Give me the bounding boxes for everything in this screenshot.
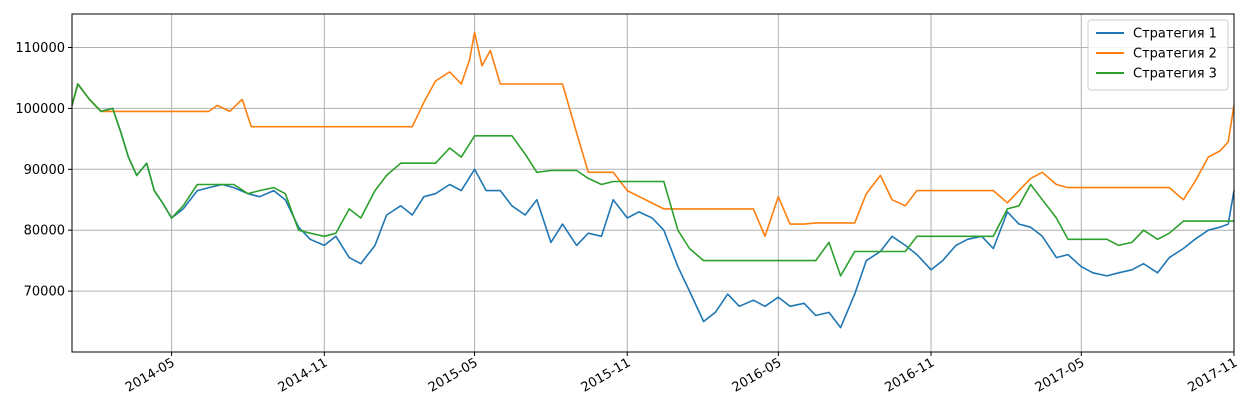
y-tick-label: 70000 xyxy=(24,285,65,300)
y-tick-label: 90000 xyxy=(24,163,65,178)
x-tick-label: 2014-11 xyxy=(276,355,331,395)
series-line-3 xyxy=(71,83,1234,277)
series-lines xyxy=(71,31,1235,329)
legend-label: Стратегия 3 xyxy=(1133,67,1217,82)
series-line-2 xyxy=(71,31,1235,238)
legend-label: Стратегия 2 xyxy=(1133,47,1217,62)
grid xyxy=(72,14,1235,352)
series-line-1 xyxy=(71,83,1235,329)
plot-frame xyxy=(71,13,1235,353)
y-tick-label: 110000 xyxy=(15,41,65,56)
y-tick-label: 80000 xyxy=(24,224,65,239)
x-tick-label: 2017-11 xyxy=(1185,355,1240,395)
legend: Стратегия 1 Стратегия 2 Стратегия 3 xyxy=(1087,19,1229,91)
x-tick-label: 2015-05 xyxy=(426,355,481,395)
x-tick-label: 2017-05 xyxy=(1033,355,1088,395)
legend-label: Стратегия 1 xyxy=(1133,27,1217,42)
x-tick-label: 2015-11 xyxy=(579,355,634,395)
x-tick-label: 2016-11 xyxy=(883,355,938,395)
y-tick-label: 100000 xyxy=(15,102,65,117)
x-tick-label: 2016-05 xyxy=(730,355,785,395)
x-tick-label: 2014-05 xyxy=(123,355,178,395)
